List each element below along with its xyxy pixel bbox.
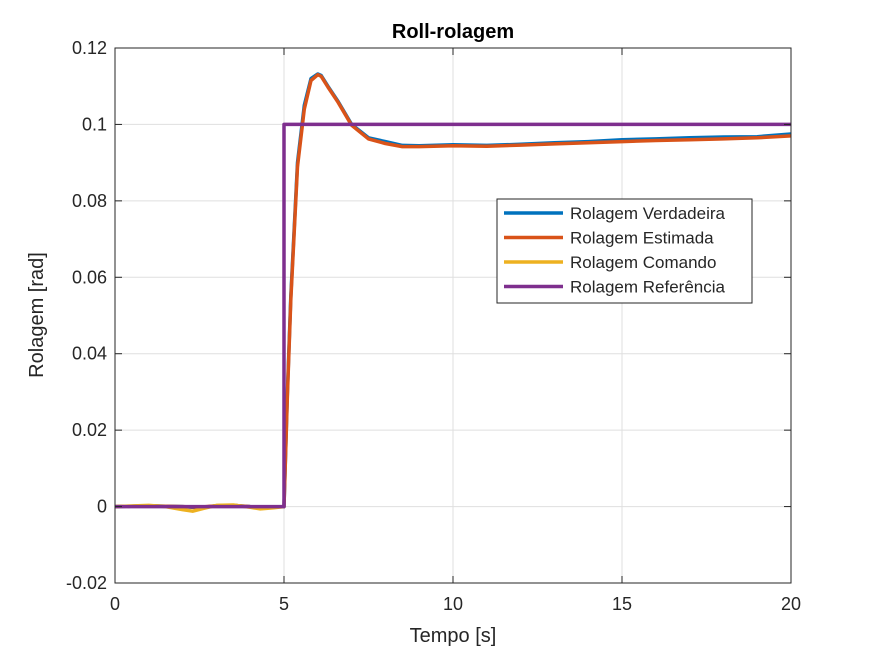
y-tick-label: 0.04 — [72, 344, 107, 364]
legend-entry-label: Rolagem Verdadeira — [570, 204, 726, 223]
y-tick-label: 0.06 — [72, 267, 107, 287]
legend-entry-label: Rolagem Referência — [570, 278, 726, 297]
chart-title: Roll-rolagem — [392, 21, 514, 43]
series-layer — [114, 72, 792, 513]
y-tick-label: 0.1 — [82, 114, 107, 134]
series-line-rolagem-referencia — [115, 122, 791, 509]
x-tick-label: 0 — [110, 594, 120, 614]
y-tick-label: 0.08 — [72, 191, 107, 211]
y-tick-label: 0.12 — [72, 38, 107, 58]
legend-entry-label: Rolagem Estimada — [570, 229, 714, 248]
y-tick-label: -0.02 — [66, 573, 107, 593]
x-tick-label: 20 — [781, 594, 801, 614]
x-tick-label: 10 — [443, 594, 463, 614]
y-tick-label: 0 — [97, 497, 107, 517]
y-tick-label: 0.02 — [72, 420, 107, 440]
legend-entry-label: Rolagem Comando — [570, 253, 716, 272]
y-axis-label: Rolagem [rad] — [26, 252, 48, 378]
x-tick-label: 5 — [279, 594, 289, 614]
legend: Rolagem Verdadeira Rolagem Estimada Rolage… — [496, 198, 753, 304]
x-axis-label: Tempo [s] — [410, 625, 497, 647]
x-tick-label: 15 — [612, 594, 632, 614]
